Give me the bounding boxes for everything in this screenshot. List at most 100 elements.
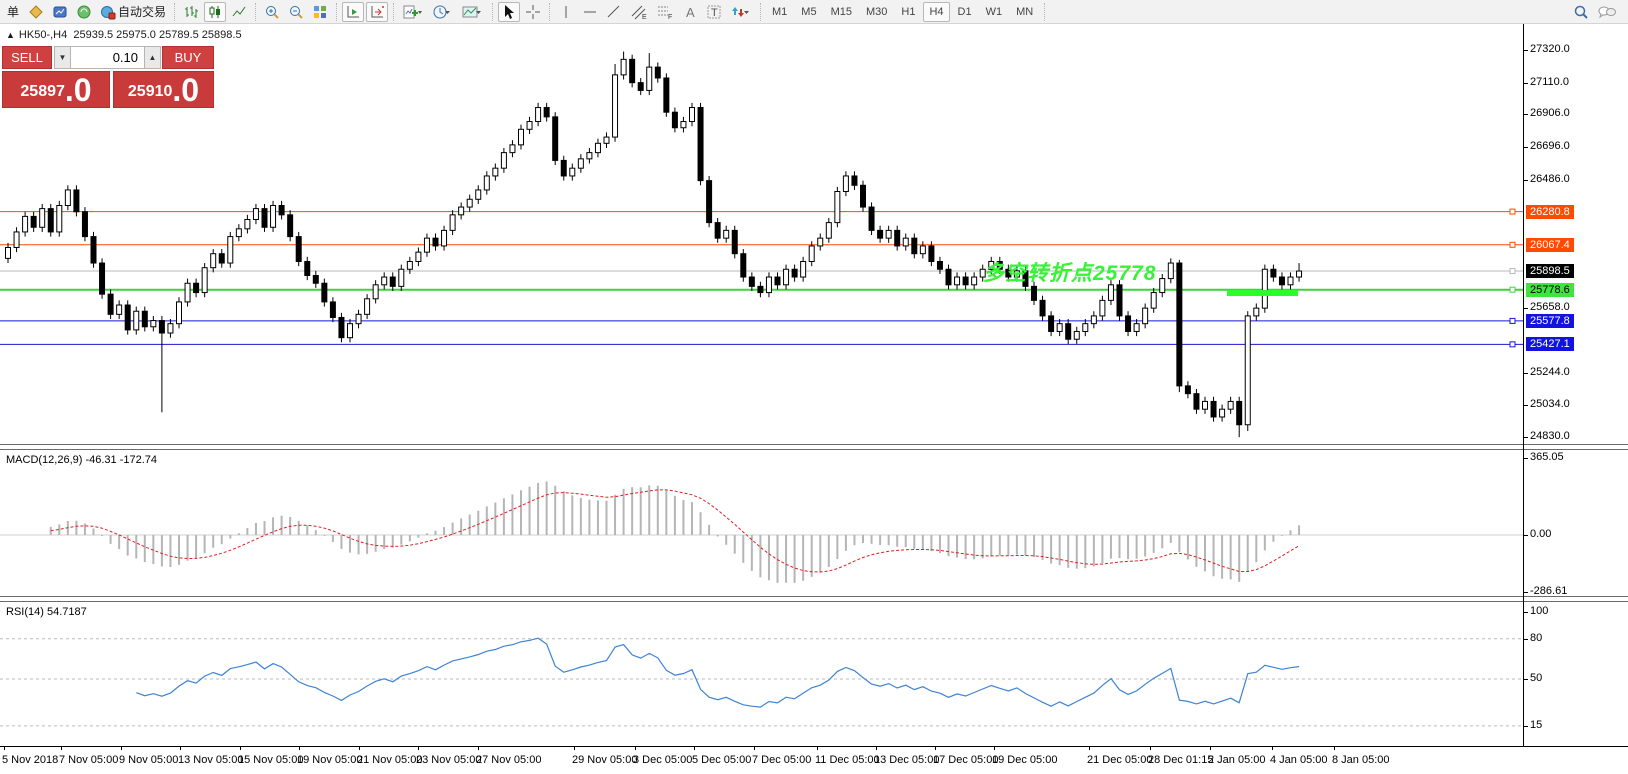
- search-button[interactable]: [1570, 2, 1592, 22]
- search-icon: [1574, 5, 1588, 19]
- sell-price-button[interactable]: 25897.0: [2, 71, 110, 108]
- sell-button[interactable]: SELL: [2, 46, 52, 69]
- channel-tool[interactable]: E: [627, 2, 651, 22]
- chart-shift-button[interactable]: [366, 1, 389, 22]
- date-label: 13 Dec 05:00: [874, 754, 940, 766]
- trendline-tool[interactable]: [603, 2, 625, 22]
- cursor-button[interactable]: [498, 1, 521, 22]
- price-line-label: 25577.8: [1526, 313, 1574, 328]
- timeframe-mn[interactable]: MN: [1016, 5, 1034, 18]
- candlestick-icon: [209, 5, 221, 18]
- chat-icon: [1598, 6, 1616, 18]
- rsi-tick: [1524, 725, 1528, 727]
- new-chart-button[interactable]: [399, 2, 427, 22]
- arrows-tool[interactable]: [727, 2, 755, 22]
- date-label: 28 Dec 01:15: [1148, 754, 1214, 766]
- cursor-icon: [505, 4, 515, 19]
- autoscroll-button[interactable]: [342, 1, 365, 22]
- timeframe-m30[interactable]: M30: [865, 5, 888, 18]
- price-tick: [1524, 372, 1528, 374]
- date-tick: [994, 747, 995, 750]
- separator: [336, 2, 338, 21]
- horizontal-line-tool[interactable]: [579, 2, 601, 22]
- chart-annotation-text: 多空转折点25778: [983, 262, 1157, 285]
- zoom-in-button[interactable]: [261, 2, 283, 22]
- terminal-icon[interactable]: [49, 2, 71, 22]
- tile-windows-button[interactable]: [309, 2, 331, 22]
- horizontal-line-icon: [584, 11, 597, 12]
- bar-chart-mode-icon[interactable]: [180, 2, 202, 22]
- template-image-icon: [462, 6, 482, 17]
- equidistant-channel-icon: E: [631, 5, 647, 20]
- timeframe-w1[interactable]: W1: [985, 5, 1003, 18]
- macd-indicator-pane[interactable]: [0, 450, 1523, 596]
- date-label: 15 Nov 05:00: [238, 754, 304, 766]
- price-axis[interactable]: 27320.0 27110.0 26906.0 26696.0 26486.0 25658…: [1524, 24, 1628, 746]
- text-label-icon: T: [707, 5, 721, 19]
- macd-axis-label: 0.00: [1530, 528, 1552, 540]
- volume-increase-button[interactable]: ▲: [144, 46, 161, 69]
- text-label-tool[interactable]: T: [703, 2, 725, 22]
- signals-icon[interactable]: [73, 2, 95, 22]
- market-watch-icon[interactable]: [25, 2, 47, 22]
- main-price-chart[interactable]: [0, 24, 1523, 444]
- chart-title: ▲ HK50-,H4 25939.5 25975.0 25789.5 25898.…: [6, 29, 242, 41]
- tile-windows-icon: [314, 5, 327, 18]
- date-label: 27 Nov 05:00: [476, 754, 542, 766]
- rsi-tick: [1524, 679, 1528, 680]
- date-tick: [574, 747, 575, 750]
- fibonacci-tool[interactable]: F: [653, 2, 677, 22]
- macd-axis-label: 365.05: [1530, 451, 1564, 464]
- rsi-indicator-pane[interactable]: [0, 602, 1523, 746]
- autotrading-button[interactable]: 自动交易: [97, 2, 169, 22]
- date-tick: [1089, 747, 1090, 750]
- date-tick: [4, 747, 5, 750]
- price-tick-label: 25244.0: [1530, 365, 1570, 378]
- price-tick: [1524, 179, 1528, 181]
- separator: [393, 2, 395, 21]
- timeframe-m5[interactable]: M5: [801, 5, 817, 18]
- line-chart-mode-icon[interactable]: [228, 2, 250, 22]
- separator: [174, 2, 176, 21]
- timeframe-d1[interactable]: D1: [957, 5, 972, 18]
- new-order-button[interactable]: 单: [1, 2, 23, 22]
- templates-button[interactable]: [459, 2, 487, 22]
- panel-collapse-icon[interactable]: ▲: [6, 30, 15, 40]
- date-label: 2 Jan 05:00: [1208, 754, 1266, 766]
- price-tick: [1524, 114, 1528, 116]
- rsi-axis-label: 80: [1530, 631, 1543, 644]
- pane-splitter[interactable]: [0, 596, 1628, 602]
- volume-decrease-button[interactable]: ▼: [54, 46, 71, 69]
- timeframe-h1[interactable]: H1: [901, 5, 916, 18]
- macd-label: MACD(12,26,9) -46.31 -172.74: [6, 454, 158, 466]
- date-tick: [817, 747, 818, 750]
- candle-chart-mode-icon[interactable]: [204, 1, 227, 22]
- separator: [1044, 2, 1046, 21]
- zoom-out-button[interactable]: [285, 2, 307, 22]
- volume-input[interactable]: 0.10: [71, 46, 144, 69]
- zoom-out-icon: [290, 5, 303, 19]
- separator: [492, 2, 494, 21]
- pane-splitter[interactable]: [0, 444, 1628, 450]
- chat-button[interactable]: [1594, 2, 1620, 22]
- date-label: 19 Nov 05:00: [297, 754, 363, 766]
- date-tick: [1210, 747, 1211, 750]
- buy-price-pips: .0: [172, 72, 200, 108]
- autotrading-globe-icon: [101, 5, 116, 19]
- ohlc-bars-icon: [185, 5, 199, 18]
- date-label: 29 Nov 05:00: [572, 754, 638, 766]
- timeframe-m15[interactable]: M15: [830, 5, 852, 18]
- date-axis[interactable]: 5 Nov 2018 7 Nov 05:00 9 Nov 05:00 13 Nov 0…: [0, 746, 1628, 774]
- date-label: 7 Dec 05:00: [752, 754, 812, 766]
- vertical-line-tool[interactable]: [555, 2, 577, 22]
- price-tick-label: 24830.0: [1530, 430, 1570, 443]
- timeframe-m1[interactable]: M1: [772, 5, 788, 18]
- periods-button[interactable]: [429, 2, 457, 22]
- timeframe-h4[interactable]: H4: [923, 1, 950, 22]
- buy-price-button[interactable]: 25910.0: [113, 71, 214, 108]
- text-tool[interactable]: A: [679, 2, 701, 22]
- clock-icon: [433, 5, 451, 18]
- new-order-label: 单: [6, 5, 19, 19]
- crosshair-button[interactable]: [522, 2, 544, 22]
- buy-button[interactable]: BUY: [162, 46, 214, 69]
